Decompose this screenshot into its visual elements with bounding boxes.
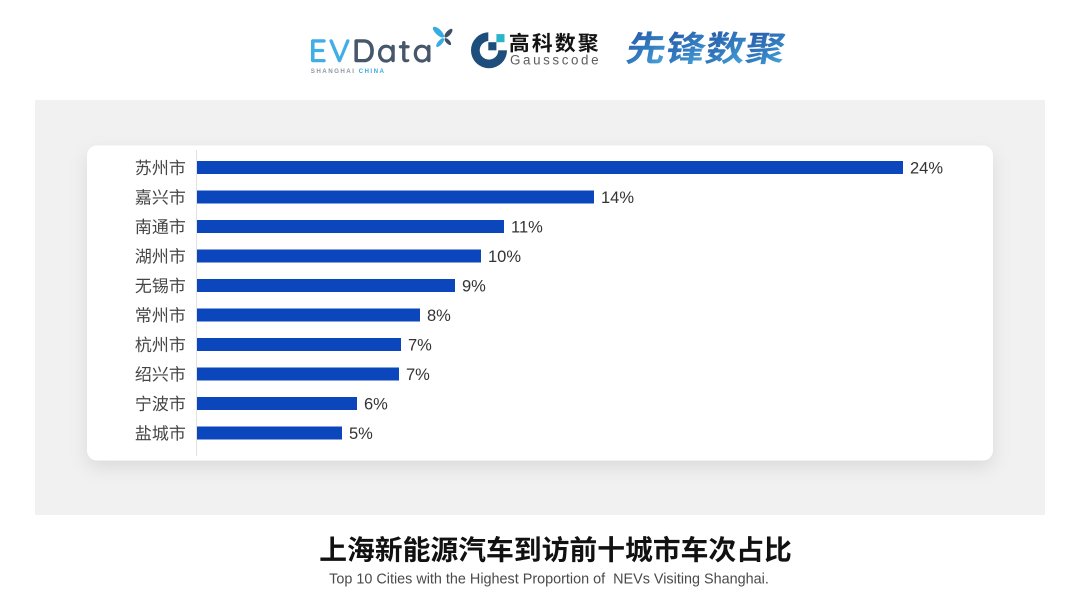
svg-text:14%: 14% <box>601 189 634 207</box>
svg-text:7%: 7% <box>406 366 430 384</box>
svg-text:7%: 7% <box>408 336 432 354</box>
svg-text:11%: 11% <box>511 218 543 236</box>
svg-text:8%: 8% <box>427 307 451 325</box>
svg-text:Top 10 Cities with the Highest: Top 10 Cities with the Highest Proportio… <box>329 572 769 588</box>
svg-text:Gausscode: Gausscode <box>510 53 601 68</box>
svg-text:24%: 24% <box>910 159 943 177</box>
svg-text:9%: 9% <box>462 277 486 295</box>
svg-text:5%: 5% <box>349 425 373 443</box>
svg-text:10%: 10% <box>488 248 521 266</box>
svg-text:6%: 6% <box>364 395 388 413</box>
svg-text:SHANGHAI CHINA: SHANGHAI CHINA <box>311 68 386 75</box>
